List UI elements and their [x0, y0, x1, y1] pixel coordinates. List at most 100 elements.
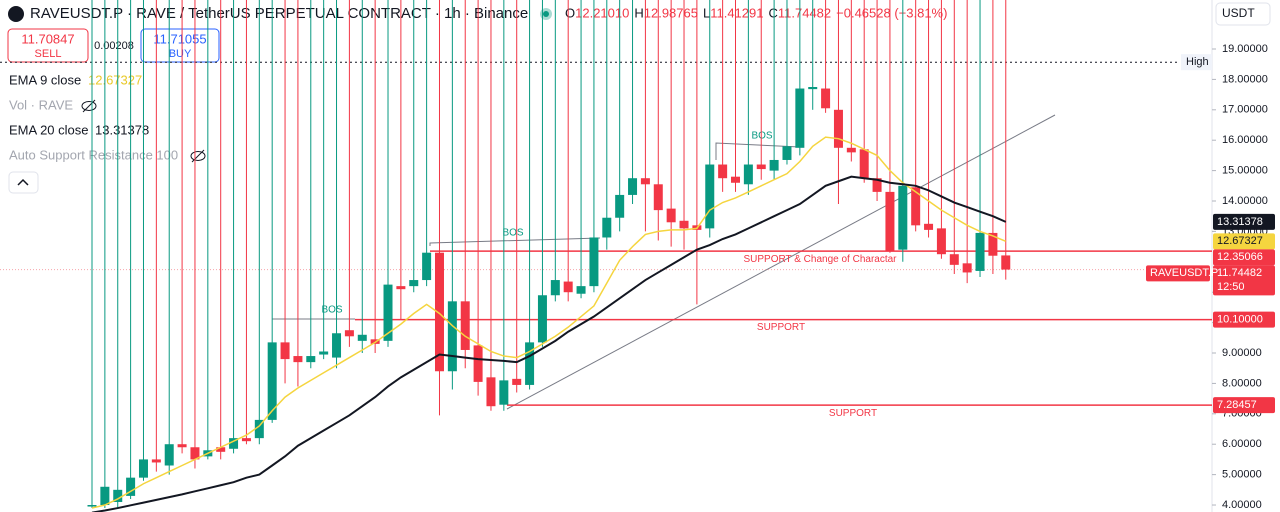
logo [8, 6, 24, 22]
ohlc-key: L [703, 5, 710, 20]
y-tick-label: 6.00000 [1222, 438, 1262, 450]
candle-body [885, 191, 895, 252]
high-tag [1181, 54, 1212, 71]
candle-body [229, 438, 239, 449]
y-tick-label: 8.00000 [1222, 377, 1262, 389]
candle-body [422, 252, 432, 281]
symbol-tag [1146, 265, 1210, 282]
sell-button[interactable] [7, 28, 89, 63]
bos-line [715, 142, 801, 160]
candle-body [447, 301, 457, 372]
bos-label: BOS [321, 305, 342, 316]
ema-line [91, 175, 1007, 512]
candle-body [151, 459, 161, 463]
y-tick-label: 9.00000 [1222, 347, 1262, 359]
ohlc-key: C [768, 5, 777, 20]
candle-body [808, 87, 818, 90]
symbol-tag-label: RAVEUSDT.P [1150, 267, 1218, 279]
price-badge [1213, 265, 1275, 296]
hidden-icon[interactable] [190, 149, 206, 163]
bos-line [429, 237, 601, 246]
candle-body [615, 194, 625, 218]
candle-body [306, 356, 316, 363]
price-badge-label: 11.74482 [1217, 267, 1262, 279]
y-tick-label: 19.00000 [1222, 43, 1268, 55]
candle-body [138, 459, 148, 478]
candle-body [821, 88, 831, 109]
y-tick-label: 15.00000 [1222, 165, 1268, 177]
bos-label: BOS [751, 131, 772, 142]
candle-body [936, 228, 946, 255]
indicator-name: EMA 20 close [9, 122, 89, 137]
candle-body [666, 208, 676, 223]
spread: 0.00208 [94, 40, 134, 52]
status-dot [543, 11, 549, 17]
ohlc-key: H [634, 5, 643, 20]
candle-body [537, 295, 547, 343]
candle-body [460, 301, 470, 350]
hidden-icon[interactable] [81, 99, 97, 113]
ohlc-key: O [565, 5, 575, 20]
currency[interactable]: USDT [1222, 6, 1255, 20]
high-tag-label: High [1186, 56, 1209, 68]
countdown: 12:50 [1217, 281, 1245, 293]
currency-button[interactable] [1215, 2, 1271, 26]
price-badge-label: 13.31378 [1217, 216, 1263, 228]
y-tick-label: 18.00000 [1222, 73, 1268, 85]
price-badge-label: 12.35066 [1217, 251, 1263, 263]
candle-body [795, 88, 805, 148]
indicator-name: Auto Support Resistance 100 [9, 147, 178, 162]
candle-body [679, 220, 689, 229]
symbol: RAVEUSDT.P · RAVE / TetherUS PERPETUAL C… [30, 5, 528, 22]
candle-body [241, 438, 251, 442]
candle-body [782, 146, 792, 160]
ema-line [91, 136, 1007, 509]
buy-price[interactable]: 11.71055 [153, 31, 206, 46]
price-badge [1213, 397, 1275, 414]
y-tick-label: 14.00000 [1222, 195, 1268, 207]
candle-body [718, 164, 728, 179]
candle-body [100, 486, 110, 506]
collapse-button[interactable] [8, 171, 39, 194]
candle-body [267, 342, 277, 420]
candle-body [769, 159, 779, 171]
candle-body [87, 505, 97, 507]
candle-body [190, 447, 200, 460]
candle-body [924, 223, 934, 230]
candle-body [525, 342, 535, 385]
candle-body [293, 356, 303, 363]
candle-body [396, 286, 406, 290]
candle-body [846, 147, 856, 153]
y-tick-label: 17.00000 [1222, 104, 1268, 116]
candle-body [512, 378, 522, 385]
change: −0.46528 (−3.81%) [836, 5, 947, 20]
indicator-value: 13.31378 [95, 122, 149, 137]
candle-body [126, 477, 136, 496]
candle-body [164, 444, 174, 466]
candle-body [550, 280, 560, 296]
bos-label: BOS [502, 228, 523, 239]
collapse-icon [17, 178, 29, 186]
indicator-value: 12.67327 [88, 72, 142, 87]
candle-body [640, 178, 650, 185]
support-label: SUPPORT [829, 408, 877, 419]
candle-body [113, 489, 123, 502]
price-badge-label: 10.10000 [1217, 313, 1263, 325]
candle-body [344, 330, 354, 337]
ohlc-value: 12.21010 [575, 5, 629, 20]
candle-body [602, 217, 612, 238]
price-badge [1213, 311, 1275, 328]
candle-body [949, 254, 959, 265]
candle-body [319, 351, 329, 355]
buy-label[interactable]: BUY [169, 48, 192, 60]
sell-label[interactable]: SELL [35, 48, 62, 60]
y-tick-label: 4.00000 [1222, 499, 1262, 511]
price-badge [1213, 233, 1275, 250]
sell-price[interactable]: 11.70847 [21, 31, 74, 46]
candle-body [589, 237, 599, 287]
candle-body [988, 232, 998, 256]
ohlc-value: 11.74482 [778, 5, 831, 20]
price-badge-label: 12.67327 [1217, 235, 1263, 247]
candle-body [705, 164, 715, 229]
